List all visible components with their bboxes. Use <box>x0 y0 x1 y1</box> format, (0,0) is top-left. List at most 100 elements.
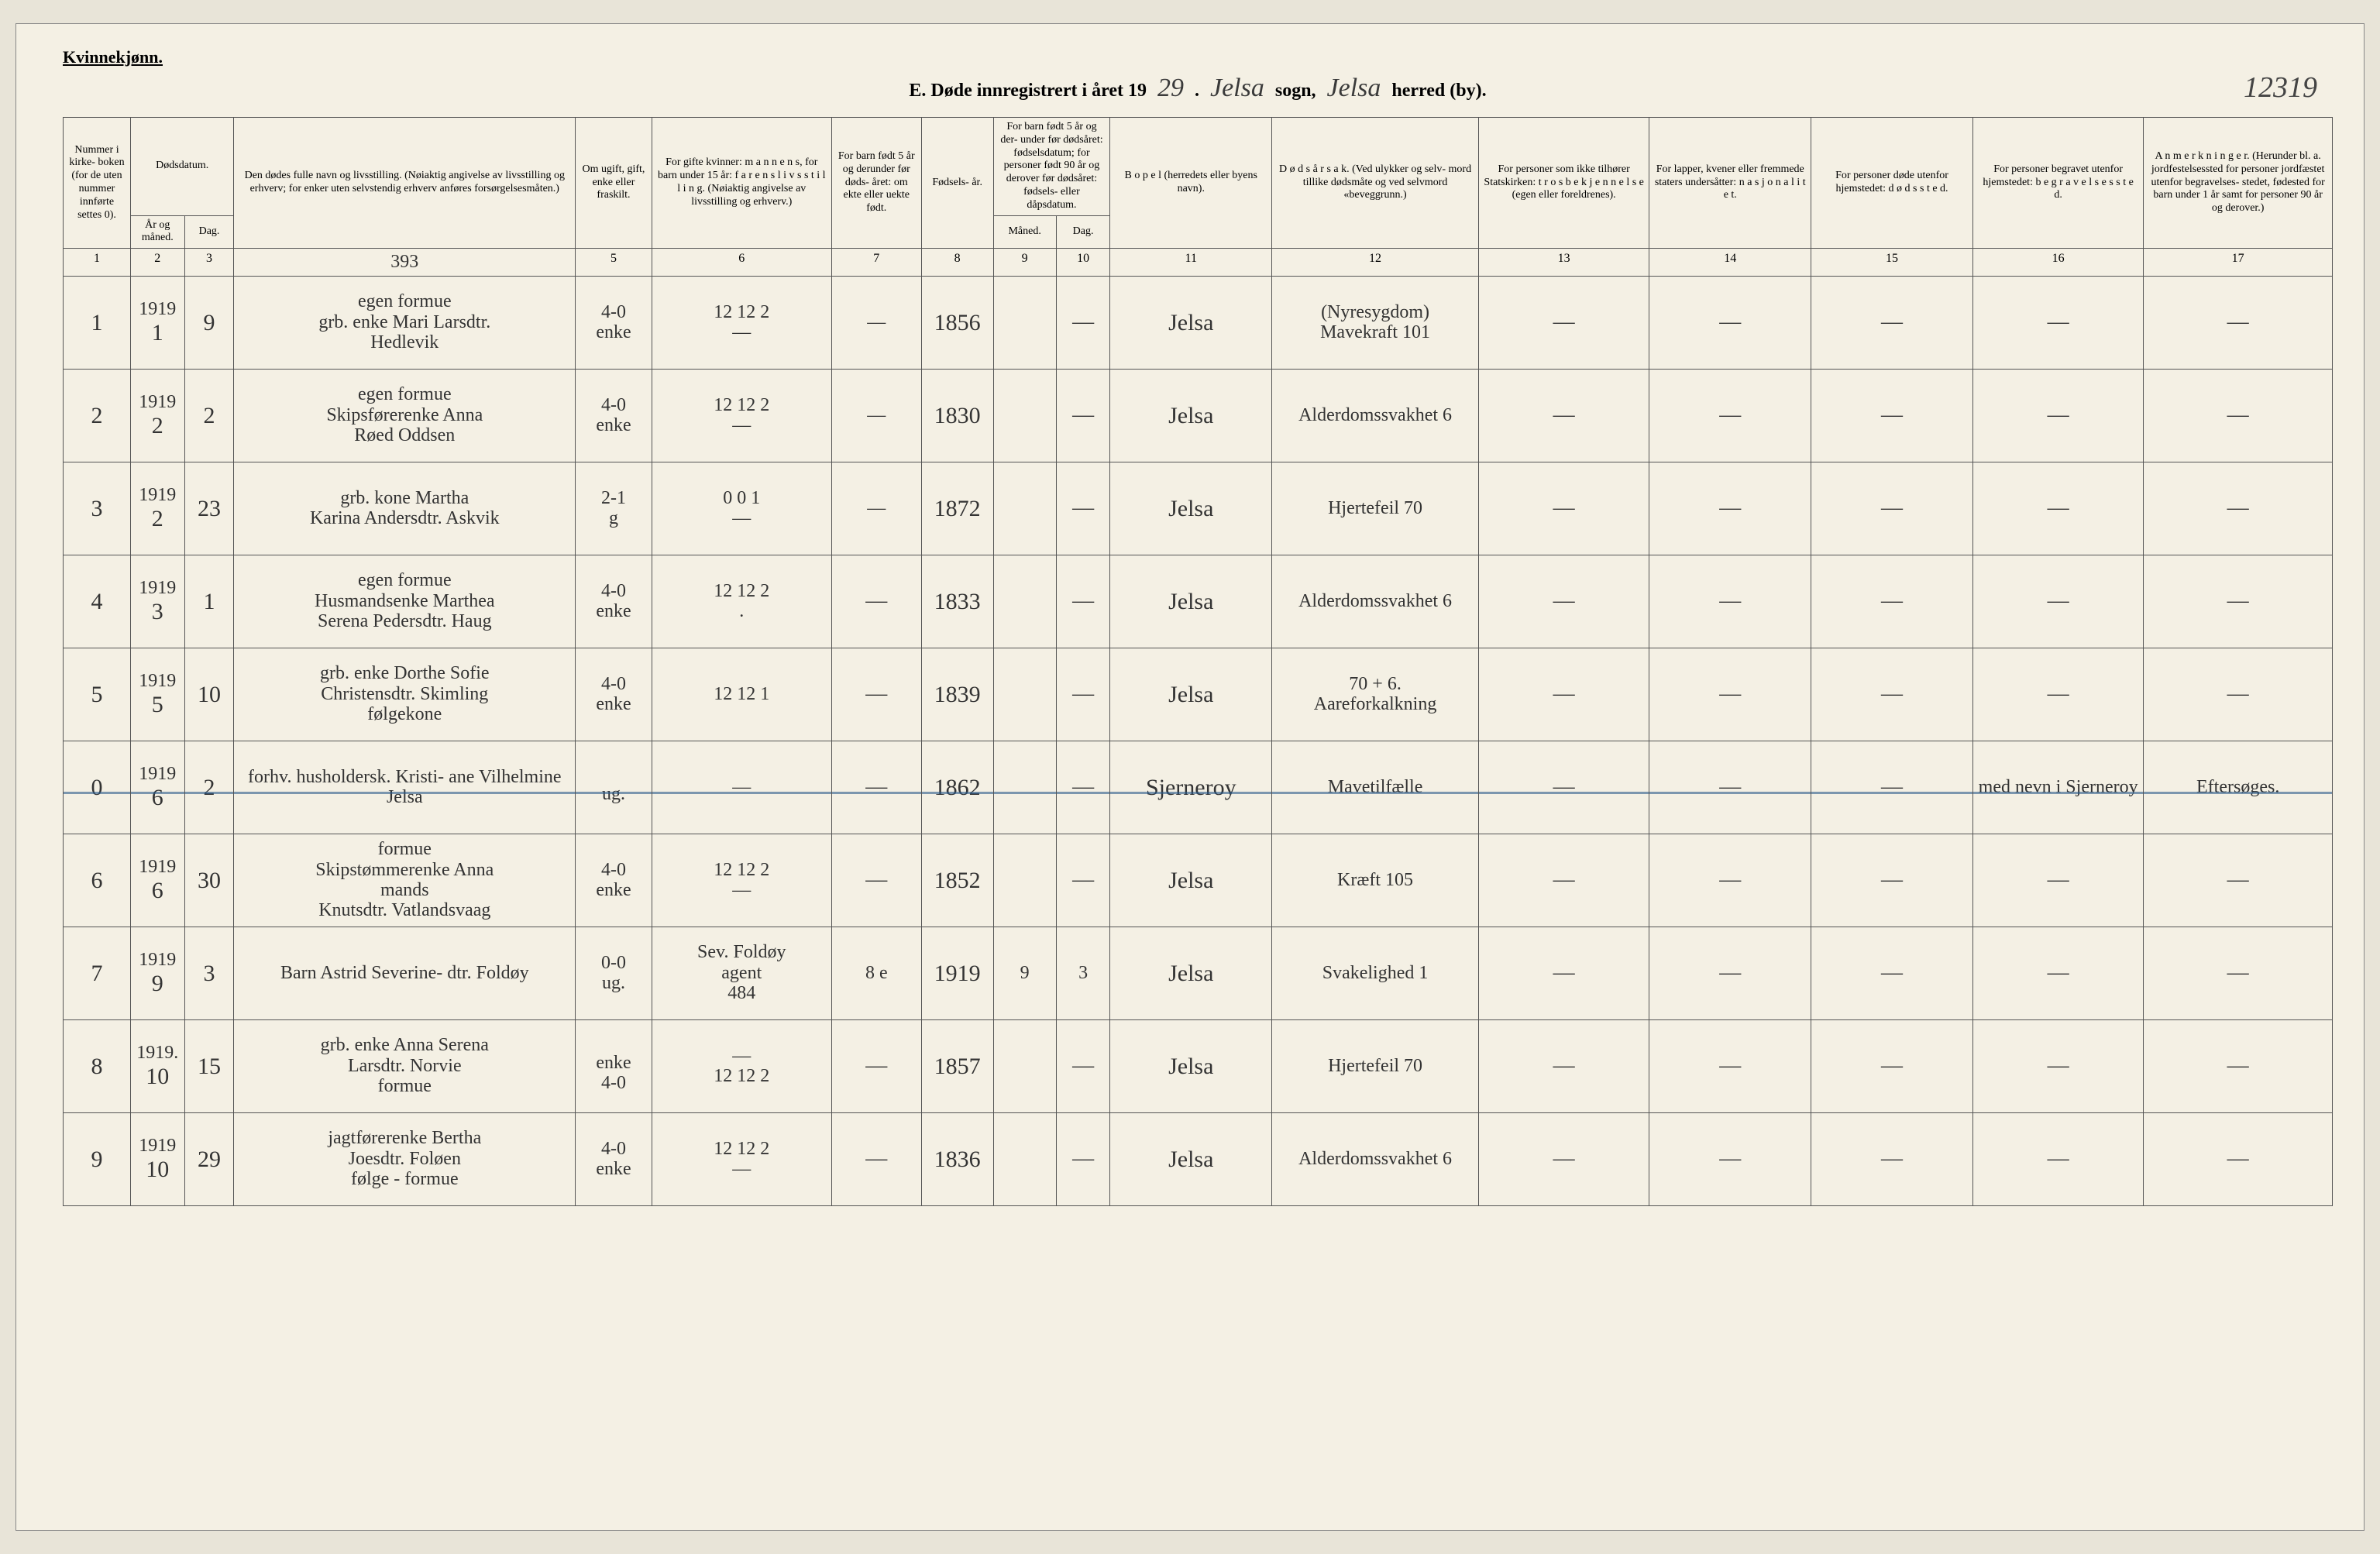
colnum: 1 <box>64 249 131 276</box>
table-cell: 19191 <box>131 276 185 369</box>
table-cell: 19199 <box>131 927 185 1019</box>
colnum: 13 <box>1478 249 1649 276</box>
table-cell: — <box>831 555 921 648</box>
table-row: 919191029jagtførerenke BerthaJoesdtr. Fo… <box>64 1112 2333 1205</box>
table-cell: 12 12 2— <box>652 1112 831 1205</box>
table-row: 51919510grb. enke Dorthe SofieChristensd… <box>64 648 2333 741</box>
table-cell <box>993 462 1056 555</box>
table-cell: — <box>831 276 921 369</box>
table-cell: 4-0enke <box>576 555 652 648</box>
table-cell: 1 <box>64 276 131 369</box>
table-cell: 30 <box>184 834 234 927</box>
table-cell: Mavetilfælle <box>1272 741 1479 834</box>
colnum: 11 <box>1110 249 1272 276</box>
table-cell: 19196 <box>131 741 185 834</box>
table-cell: — <box>1056 648 1110 741</box>
table-cell: — <box>1478 927 1649 1019</box>
table-cell: — <box>1972 927 2143 1019</box>
table-cell: — <box>1811 1019 1973 1112</box>
table-cell: 1833 <box>921 555 993 648</box>
table-cell: Sjerneroy <box>1110 741 1272 834</box>
table-cell: — <box>2144 276 2333 369</box>
table-cell: — <box>1649 648 1811 741</box>
table-cell: — <box>1972 555 2143 648</box>
colnum: 5 <box>576 249 652 276</box>
table-cell: Alderdomssvakhet 6 <box>1272 1112 1479 1205</box>
table-cell: 9 <box>993 927 1056 1019</box>
table-cell: 1836 <box>921 1112 993 1205</box>
table-cell: forhv. husholdersk. Kristi- ane Vilhelmi… <box>234 741 576 834</box>
table-row: 7191993Barn Astrid Severine- dtr. Foldøy… <box>64 927 2333 1019</box>
table-cell: grb. enke Dorthe SofieChristensdtr. Skim… <box>234 648 576 741</box>
table-cell: 4 <box>64 555 131 648</box>
table-cell: 1919 <box>921 927 993 1019</box>
colnum-precol4: 393 <box>234 249 576 276</box>
table-cell: — <box>1649 462 1811 555</box>
table-cell: — <box>1649 276 1811 369</box>
table-row: 31919223grb. kone MarthaKarina Andersdtr… <box>64 462 2333 555</box>
table-cell: — <box>1056 555 1110 648</box>
table-cell: Jelsa <box>1110 927 1272 1019</box>
table-cell: — <box>2144 1112 2333 1205</box>
table-cell: 12 12 2— <box>652 369 831 462</box>
ledger-page: Kvinnekjønn. 1 23 1 9 E. Døde innregistrert… <box>15 23 2365 1531</box>
table-cell <box>993 648 1056 741</box>
title-year: 29 <box>1157 74 1184 103</box>
table-cell: 23 <box>184 462 234 555</box>
col-header-2: År og måned. <box>131 215 185 249</box>
col-header-12: D ø d s å r s a k. (Ved ulykker og selv-… <box>1272 118 1479 249</box>
table-cell: 19192 <box>131 369 185 462</box>
table-cell: 7 <box>64 927 131 1019</box>
table-cell: — <box>652 741 831 834</box>
table-cell: 2 <box>64 369 131 462</box>
table-cell: — <box>1478 555 1649 648</box>
table-cell: — <box>1056 1019 1110 1112</box>
table-cell: Jelsa <box>1110 276 1272 369</box>
col-header-14: For lapper, kvener eller fremmede stater… <box>1649 118 1811 249</box>
table-row: 2191922egen formueSkipsførerenke AnnaRøe… <box>64 369 2333 462</box>
col-header-1: Nummer i kirke- boken (for de uten numme… <box>64 118 131 249</box>
colnum: 9 <box>993 249 1056 276</box>
colnum: 6 <box>652 249 831 276</box>
table-cell: egen formueHusmandsenke MartheaSerena Pe… <box>234 555 576 648</box>
table-cell: 19192 <box>131 462 185 555</box>
table-cell: — <box>1972 462 2143 555</box>
table-cell: 2 <box>184 741 234 834</box>
table-cell: 4-0enke <box>576 1112 652 1205</box>
table-cell: — <box>2144 1019 2333 1112</box>
table-cell: 1856 <box>921 276 993 369</box>
table-cell: Jelsa <box>1110 834 1272 927</box>
colnum: 10 <box>1056 249 1110 276</box>
table-cell: — <box>1478 369 1649 462</box>
table-cell <box>993 369 1056 462</box>
table-cell: 8 e <box>831 927 921 1019</box>
table-cell: enke4-0 <box>576 1019 652 1112</box>
table-cell: Jelsa <box>1110 555 1272 648</box>
title-line: E. Døde innregistrert i året 1929 . Jels… <box>63 74 2333 103</box>
herred-value: Jelsa <box>1327 74 1381 103</box>
table-cell: — <box>1056 834 1110 927</box>
gender-heading: Kvinnekjønn. <box>63 47 2333 67</box>
table-cell: grb. enke Anna SerenaLarsdtr. Norvieform… <box>234 1019 576 1112</box>
table-cell: grb. kone MarthaKarina Andersdtr. Askvik <box>234 462 576 555</box>
table-cell: Jelsa <box>1110 1019 1272 1112</box>
table-cell: Alderdomssvakhet 6 <box>1272 369 1479 462</box>
table-cell: — <box>1478 648 1649 741</box>
table-cell: — <box>831 648 921 741</box>
table-cell: 4-0enke <box>576 834 652 927</box>
table-cell: — <box>1649 555 1811 648</box>
table-cell: — <box>1811 927 1973 1019</box>
table-cell: — <box>1649 741 1811 834</box>
table-cell: 9 <box>64 1112 131 1205</box>
table-cell: 1862 <box>921 741 993 834</box>
colnum: 7 <box>831 249 921 276</box>
col-header-9: Måned. <box>993 215 1056 249</box>
table-cell: ug. <box>576 741 652 834</box>
col-header-3: Dag. <box>184 215 234 249</box>
table-cell: 2 <box>184 369 234 462</box>
table-cell: — <box>1811 1112 1973 1205</box>
column-numbers-row: 1 2 3 393 5 6 7 8 9 10 11 12 13 14 15 16… <box>64 249 2333 276</box>
table-cell: — <box>1972 276 2143 369</box>
table-header: Nummer i kirke- boken (for de uten numme… <box>64 118 2333 277</box>
table-cell: 15 <box>184 1019 234 1112</box>
